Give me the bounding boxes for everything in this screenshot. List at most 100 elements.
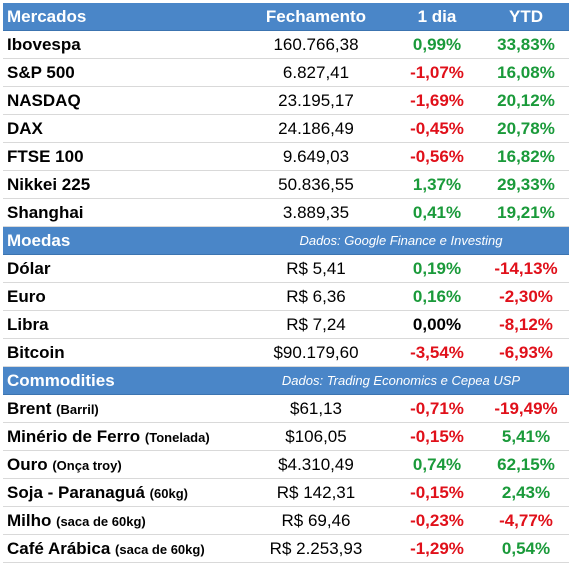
commodity-label: Café Arábica	[7, 539, 111, 558]
asset-ytd-change: -6,93%	[499, 343, 553, 362]
asset-ytd-change: 19,21%	[497, 203, 555, 222]
commodity-label: Soja - Paranaguá	[7, 483, 145, 502]
section-title-commodities: Commodities	[7, 371, 115, 390]
table-row: DAX 24.186,49 -0,45% 20,78%	[3, 115, 569, 143]
asset-close: R$ 69,46	[281, 511, 351, 530]
asset-ytd-change: 29,33%	[497, 175, 555, 194]
asset-ytd-change: 5,41%	[501, 427, 551, 446]
asset-day-change: 0,00%	[412, 315, 462, 334]
asset-name: NASDAQ	[7, 91, 81, 110]
table-row: FTSE 100 9.649,03 -0,56% 16,82%	[3, 143, 569, 171]
asset-ytd-change: 16,08%	[497, 63, 555, 82]
table-row: Soja - Paranaguá (60kg) R$ 142,31 -0,15%…	[3, 479, 569, 507]
asset-close: $106,05	[285, 427, 347, 446]
asset-day-change: 0,99%	[412, 35, 462, 54]
currencies-source-note: Dados: Google Finance e Investing	[299, 233, 503, 248]
asset-close: 24.186,49	[278, 119, 354, 138]
asset-name: Soja - Paranaguá (60kg)	[7, 479, 188, 506]
table-row: Libra R$ 7,24 0,00% -8,12%	[3, 311, 569, 339]
asset-name: Café Arábica (saca de 60kg)	[7, 535, 205, 562]
asset-close: $90.179,60	[273, 343, 359, 362]
asset-day-change: -1,07%	[410, 63, 464, 82]
table-row: Ouro (Onça troy) $4.310,49 0,74% 62,15%	[3, 451, 569, 479]
asset-ytd-change: -19,49%	[494, 399, 558, 418]
asset-ytd-change: 33,83%	[497, 35, 555, 54]
asset-name: Ibovespa	[7, 35, 81, 54]
table-row: Minério de Ferro (Tonelada) $106,05 -0,1…	[3, 423, 569, 451]
asset-close: 6.827,41	[282, 63, 350, 82]
commodity-unit: (Onça troy)	[52, 458, 122, 473]
table-row: Dólar R$ 5,41 0,19% -14,13%	[3, 255, 569, 283]
asset-close: 9.649,03	[282, 147, 350, 166]
asset-day-change: 0,74%	[412, 455, 462, 474]
asset-name: Milho (saca de 60kg)	[7, 507, 146, 534]
commodity-unit: (60kg)	[149, 486, 188, 501]
asset-name: FTSE 100	[7, 147, 84, 166]
commodity-label: Milho	[7, 511, 52, 530]
table-row: Nikkei 225 50.836,55 1,37% 29,33%	[3, 171, 569, 199]
asset-close: R$ 142,31	[276, 483, 356, 502]
asset-ytd-change: 62,15%	[497, 455, 555, 474]
asset-day-change: 0,19%	[412, 259, 462, 278]
asset-day-change: -0,56%	[410, 147, 464, 166]
table-row: Milho (saca de 60kg) R$ 69,46 -0,23% -4,…	[3, 507, 569, 535]
commodity-unit: (saca de 60kg)	[115, 542, 205, 557]
asset-ytd-change: 20,12%	[497, 91, 555, 110]
asset-ytd-change: -8,12%	[499, 315, 553, 334]
asset-close: R$ 5,41	[286, 259, 346, 278]
section-title-currencies: Moedas	[7, 231, 71, 250]
commodity-label: Ouro	[7, 455, 48, 474]
table-row: Café Arábica (saca de 60kg) R$ 2.253,93 …	[3, 535, 569, 563]
table-row: Euro R$ 6,36 0,16% -2,30%	[3, 283, 569, 311]
asset-day-change: 0,41%	[412, 203, 462, 222]
asset-close: 160.766,38	[273, 35, 359, 54]
table-row: S&P 500 6.827,41 -1,07% 16,08%	[3, 59, 569, 87]
table-row: Bitcoin $90.179,60 -3,54% -6,93%	[3, 339, 569, 367]
commodities-source-note: Dados: Trading Economics e Cepea USP	[281, 373, 521, 388]
asset-close: R$ 6,36	[286, 287, 346, 306]
asset-close: $61,13	[290, 399, 342, 418]
commodity-unit: (saca de 60kg)	[56, 514, 146, 529]
asset-close: 3.889,35	[282, 203, 350, 222]
asset-day-change: -0,15%	[410, 427, 464, 446]
asset-close: R$ 7,24	[286, 315, 346, 334]
commodity-label: Minério de Ferro	[7, 427, 141, 446]
table-row: NASDAQ 23.195,17 -1,69% 20,12%	[3, 87, 569, 115]
asset-day-change: 0,16%	[412, 287, 462, 306]
asset-name: DAX	[7, 119, 43, 138]
asset-day-change: 1,37%	[412, 175, 462, 194]
column-header-ytd: YTD	[509, 7, 543, 26]
asset-name: Libra	[7, 315, 49, 334]
commodities-header: Commodities Dados: Trading Economics e C…	[3, 367, 569, 395]
table-row: Brent (Barril) $61,13 -0,71% -19,49%	[3, 395, 569, 423]
markets-header: Mercados Fechamento 1 dia YTD	[3, 3, 569, 31]
asset-day-change: -1,29%	[410, 539, 464, 558]
column-header-day: 1 dia	[417, 7, 457, 26]
currencies-header: Moedas Dados: Google Finance e Investing	[3, 227, 569, 255]
asset-ytd-change: -14,13%	[494, 259, 558, 278]
commodity-unit: (Tonelada)	[144, 430, 210, 445]
asset-name: Brent (Barril)	[7, 395, 99, 422]
asset-close: R$ 2.253,93	[269, 539, 363, 558]
asset-ytd-change: 2,43%	[501, 483, 551, 502]
asset-close: 23.195,17	[278, 91, 354, 110]
asset-name: Minério de Ferro (Tonelada)	[7, 423, 210, 450]
asset-day-change: -1,69%	[410, 91, 464, 110]
asset-close: $4.310,49	[278, 455, 354, 474]
market-table: Mercados Fechamento 1 dia YTD Ibovespa 1…	[3, 3, 569, 563]
asset-ytd-change: 16,82%	[497, 147, 555, 166]
asset-name: Euro	[7, 287, 46, 306]
commodity-unit: (Barril)	[56, 402, 99, 417]
commodity-label: Brent	[7, 399, 52, 418]
asset-ytd-change: 20,78%	[497, 119, 555, 138]
asset-day-change: -0,45%	[410, 119, 464, 138]
asset-ytd-change: -4,77%	[499, 511, 553, 530]
table-row: Ibovespa 160.766,38 0,99% 33,83%	[3, 31, 569, 59]
asset-day-change: -0,23%	[410, 511, 464, 530]
asset-name: Shanghai	[7, 203, 84, 222]
asset-ytd-change: -2,30%	[499, 287, 553, 306]
table-row: Shanghai 3.889,35 0,41% 19,21%	[3, 199, 569, 227]
asset-ytd-change: 0,54%	[501, 539, 551, 558]
asset-name: Ouro (Onça troy)	[7, 451, 122, 478]
section-title-markets: Mercados	[7, 7, 87, 26]
